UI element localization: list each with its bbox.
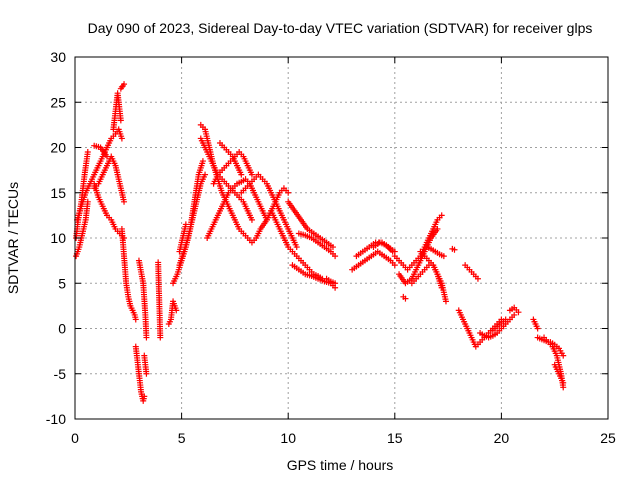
series-track-46 <box>551 361 567 386</box>
data-point <box>117 117 124 124</box>
series-track-39 <box>462 262 481 282</box>
y-tick-label: 20 <box>50 140 66 156</box>
series-track-07 <box>110 90 124 133</box>
data-point <box>534 325 541 332</box>
series-track-26 <box>295 230 339 260</box>
series-track-10 <box>132 343 148 404</box>
data-point <box>442 298 449 305</box>
data-point <box>402 295 409 302</box>
axis-ticks: 0 5 10 15 20 25 -10 -5 0 5 10 15 20 25 30 <box>46 49 616 446</box>
y-tick-label: 15 <box>50 185 66 201</box>
data-point <box>332 284 339 291</box>
series-track-16 <box>176 171 209 269</box>
data-point <box>285 189 292 196</box>
data-point <box>84 149 91 156</box>
x-tick-label: 25 <box>600 430 616 446</box>
data-point <box>141 393 148 400</box>
series-track-33 <box>400 293 409 302</box>
data-point <box>438 212 445 219</box>
y-tick-label: -5 <box>54 366 67 382</box>
data-point <box>143 334 150 341</box>
data-point <box>560 352 567 359</box>
y-tick-label: 0 <box>58 321 66 337</box>
series-track-06 <box>91 180 128 241</box>
series-track-03 <box>74 126 125 223</box>
data-point <box>332 253 339 260</box>
data-point <box>182 221 189 228</box>
data-point <box>438 284 445 291</box>
data-point <box>329 244 336 251</box>
grid <box>75 57 608 419</box>
series-track-09 <box>117 81 128 92</box>
x-axis-label: GPS time / hours <box>287 457 394 473</box>
data-point <box>121 198 128 205</box>
x-tick-label: 5 <box>178 430 186 446</box>
y-tick-label: 10 <box>50 230 66 246</box>
y-tick-label: -10 <box>46 411 66 427</box>
series-track-27 <box>289 262 339 291</box>
data-point <box>440 253 447 260</box>
series-track-11 <box>135 257 150 341</box>
y-tick-label: 25 <box>50 94 66 110</box>
data-point <box>118 135 125 142</box>
data-points <box>73 81 567 404</box>
series-track-25 <box>285 198 336 251</box>
y-axis-label: SDTVAR / TECUs <box>5 182 21 294</box>
series-track-30 <box>370 239 396 255</box>
data-point <box>293 244 300 251</box>
data-point <box>560 379 567 386</box>
y-tick-label: 30 <box>50 49 66 65</box>
data-point <box>238 171 245 178</box>
y-tick-label: 5 <box>58 275 66 291</box>
data-point <box>511 311 518 318</box>
series-track-23 <box>238 171 300 251</box>
data-point <box>391 262 398 269</box>
x-tick-label: 0 <box>71 430 79 446</box>
x-tick-label: 15 <box>387 430 403 446</box>
data-point <box>199 158 206 165</box>
series-track-12 <box>141 352 150 377</box>
series-track-22 <box>216 139 245 178</box>
series-track-36 <box>423 244 447 260</box>
data-point <box>132 316 139 323</box>
data-point <box>502 316 509 323</box>
data-point <box>263 216 270 223</box>
x-tick-label: 20 <box>494 430 510 446</box>
chart-title: Day 090 of 2023, Sidereal Day-to-day VTE… <box>88 20 593 36</box>
data-point <box>248 171 255 178</box>
series-track-42 <box>506 304 522 316</box>
series-track-15 <box>170 158 206 287</box>
data-point <box>515 309 522 316</box>
data-point <box>173 307 180 314</box>
data-point <box>434 225 441 232</box>
data-point <box>143 370 150 377</box>
data-point <box>389 248 396 255</box>
series-track-43 <box>530 316 541 332</box>
series-track-41 <box>489 316 509 334</box>
series-track-04 <box>91 142 110 160</box>
series-track-08 <box>118 225 139 323</box>
x-tick-label: 10 <box>280 430 296 446</box>
series-track-37 <box>449 245 458 253</box>
data-point <box>157 334 164 341</box>
data-point <box>202 171 209 178</box>
series-track-14 <box>165 298 180 327</box>
data-point <box>248 216 255 223</box>
series-track-13 <box>155 259 164 341</box>
data-point <box>121 81 128 88</box>
series-track-35 <box>417 248 445 291</box>
series-track-17 <box>176 221 189 255</box>
data-point <box>474 275 481 282</box>
series-track-28 <box>349 248 398 273</box>
data-point <box>451 246 458 253</box>
